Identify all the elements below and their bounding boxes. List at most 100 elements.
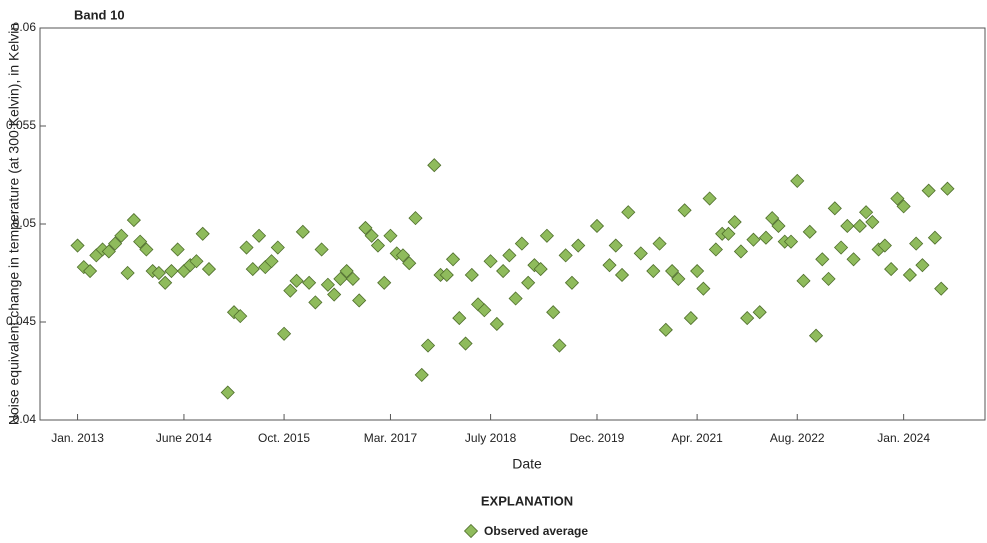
data-point (439, 267, 454, 283)
data-point (621, 205, 636, 220)
data-point (264, 254, 279, 269)
data-point (414, 367, 429, 382)
data-point (915, 258, 930, 273)
data-point (314, 242, 329, 257)
data-point (496, 263, 511, 279)
data-point (552, 338, 567, 353)
data-point (133, 234, 148, 249)
data-point (245, 262, 260, 277)
data-point (408, 211, 423, 226)
data-point (740, 311, 755, 326)
data-point (189, 254, 204, 269)
data-point (70, 238, 85, 253)
x-axis-label: Date (512, 456, 542, 472)
data-point (377, 275, 392, 290)
data-point (677, 203, 692, 218)
data-point (815, 252, 830, 267)
x-tick-label: June 2014 (156, 431, 212, 445)
data-point (821, 271, 836, 286)
data-point (289, 273, 304, 288)
data-point (233, 309, 248, 324)
data-point (477, 303, 492, 318)
data-point (452, 311, 467, 326)
data-point (859, 205, 874, 220)
data-point (940, 181, 955, 196)
data-point (239, 240, 254, 255)
x-tick-label: Dec. 2019 (570, 431, 625, 445)
y-tick-label: 0.06 (13, 20, 37, 34)
x-tick-label: Jan. 2024 (877, 431, 930, 445)
x-tick-label: Oct. 2015 (258, 431, 310, 445)
data-point (696, 281, 711, 296)
data-point (790, 173, 805, 188)
data-point (539, 228, 554, 243)
data-point (589, 218, 605, 234)
data-point (101, 244, 116, 259)
data-point (521, 275, 536, 290)
data-point (158, 275, 173, 290)
data-point (783, 234, 799, 249)
data-point (151, 265, 166, 281)
data-point (402, 256, 417, 271)
data-point (608, 238, 623, 253)
data-point (727, 214, 742, 230)
data-point (909, 236, 924, 251)
data-point (890, 191, 905, 206)
data-point (746, 232, 761, 247)
data-point (120, 265, 135, 281)
data-point (658, 322, 673, 337)
data-point (671, 271, 686, 286)
x-tick-label: July 2018 (465, 431, 517, 445)
data-point (283, 283, 298, 298)
data-point (808, 328, 824, 343)
data-point (646, 263, 661, 279)
data-point (802, 224, 817, 239)
data-point (464, 267, 479, 283)
data-point (114, 228, 129, 243)
data-point (533, 262, 548, 277)
data-point (840, 218, 855, 234)
data-point (420, 338, 436, 353)
data-point (327, 287, 342, 302)
data-point (320, 277, 335, 292)
data-point (571, 238, 586, 253)
data-point (358, 220, 373, 235)
data-point (201, 262, 217, 277)
data-point (564, 275, 580, 290)
data-point (226, 305, 242, 320)
data-point (483, 254, 498, 269)
data-point (277, 326, 292, 341)
data-point (652, 236, 667, 251)
legend-marker (463, 523, 479, 539)
data-point (139, 242, 154, 257)
data-point (445, 252, 461, 267)
y-tick-label: 0.04 (13, 412, 37, 426)
data-point (220, 385, 235, 400)
y-tick-label: 0.05 (13, 216, 37, 230)
data-point (665, 263, 680, 279)
data-point (921, 183, 936, 198)
data-point (302, 275, 317, 290)
data-point (721, 226, 736, 241)
data-point (683, 311, 698, 326)
data-point (765, 211, 780, 226)
legend-title: EXPLANATION (481, 493, 573, 508)
data-point (295, 224, 310, 239)
data-point (902, 267, 917, 283)
data-point (270, 240, 285, 255)
data-point (195, 226, 210, 241)
data-point (708, 242, 723, 257)
data-point (752, 305, 767, 320)
data-point (514, 236, 529, 251)
data-point (927, 230, 942, 245)
data-point (865, 214, 880, 230)
data-point (884, 262, 899, 277)
data-point (489, 316, 504, 332)
x-tick-label: Mar. 2017 (364, 431, 418, 445)
data-point (339, 263, 354, 279)
data-point (877, 238, 892, 253)
data-point (614, 267, 630, 283)
data-point (126, 213, 141, 228)
data-point (690, 263, 705, 279)
data-point (602, 258, 617, 273)
